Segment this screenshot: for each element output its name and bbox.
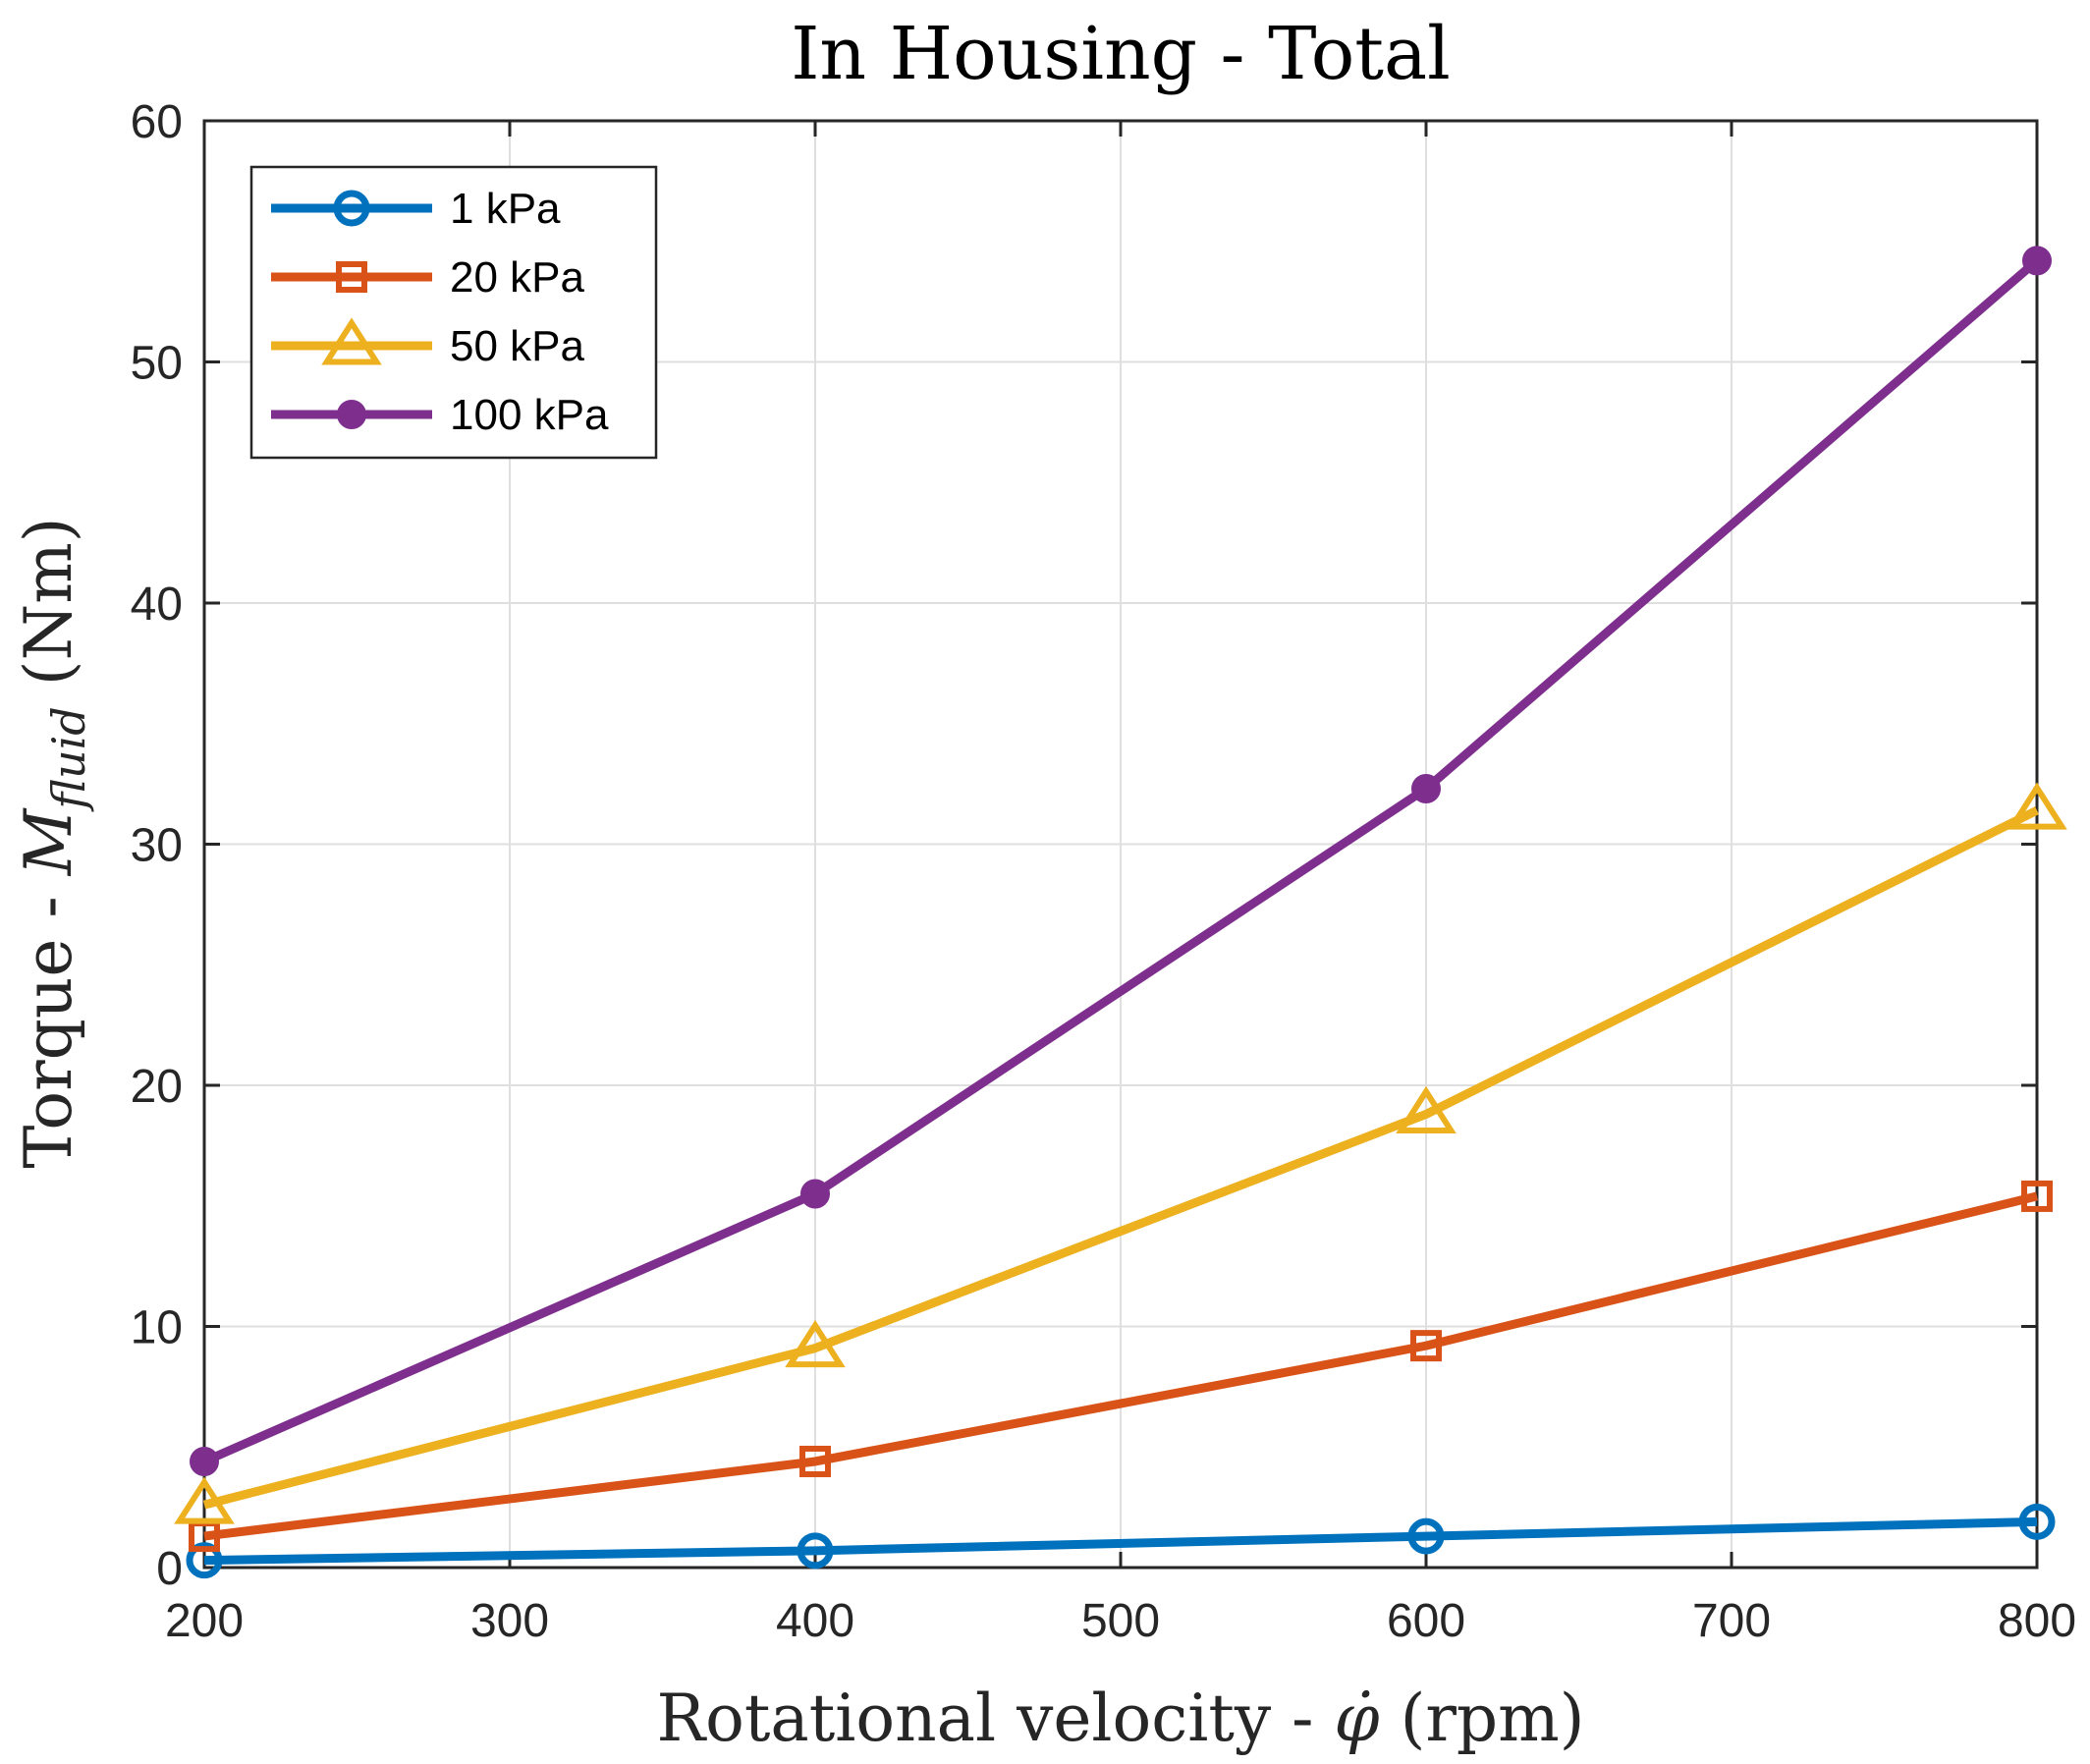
legend: 1 kPa 20 kPa 50 kPa 100 kPa [249,165,658,460]
y-axis-label: Torque - Mfluid (Nm) [11,517,95,1168]
series [190,246,2052,1476]
x-tick-label: 400 [776,1595,854,1647]
data-point [1410,1330,1442,1362]
series-line [202,256,2040,1466]
legend-marker [337,400,366,429]
data-point [785,1319,846,1368]
x-tick-label: 700 [1692,1595,1771,1647]
axis-ticks: 200 300 400 500 600 700 800 0 10 20 30 40 50 60 [131,96,2076,1647]
x-axis-label: Rotational velocity - φ̇ (rpm) [656,1681,1584,1756]
data-point [1396,1085,1457,1133]
legend-label: 100 kPa [450,391,609,439]
x-tick-label: 800 [1998,1595,2076,1647]
legend-label: 20 kPa [450,253,585,302]
series-line [202,806,2040,1510]
series-line [203,1516,2038,1566]
legend-marker [321,317,382,365]
legend-entry: 20 kPa [271,253,585,302]
series-line [203,1191,2039,1541]
y-tick-label: 50 [131,338,183,390]
data-point [174,1476,235,1524]
data-point [1407,1517,1445,1555]
data-point [2021,1180,2053,1212]
y-tick-label: 20 [131,1061,183,1113]
y-tick-label: 10 [131,1302,183,1354]
data-point [2018,1503,2056,1540]
series [174,782,2067,1524]
legend-entry: 1 kPa [271,185,561,233]
data-point [2007,782,2067,830]
x-tick-label: 200 [165,1595,244,1647]
legend-label: 1 kPa [450,185,561,233]
chart-title: In Housing - Total [791,12,1451,96]
series-layer [174,246,2067,1579]
data-point [2022,246,2052,276]
data-point [1411,774,1441,804]
legend-box [249,165,658,460]
legend-marker [333,190,370,227]
data-point [797,1532,834,1570]
data-point [800,1179,830,1209]
y-tick-label: 0 [156,1543,183,1595]
x-tick-label: 500 [1081,1595,1160,1647]
y-tick-label: 60 [131,96,183,148]
legend-marker [336,261,367,293]
data-point [799,1445,831,1477]
data-point [186,1542,223,1579]
legend-entry: 50 kPa [271,317,585,370]
legend-label: 50 kPa [450,322,585,370]
series [186,1503,2056,1579]
y-tick-label: 30 [131,820,183,872]
y-tick-label: 40 [131,579,183,631]
data-point [190,1446,219,1476]
x-tick-label: 600 [1387,1595,1465,1647]
x-tick-label: 300 [470,1595,549,1647]
legend-entry: 100 kPa [271,391,609,439]
